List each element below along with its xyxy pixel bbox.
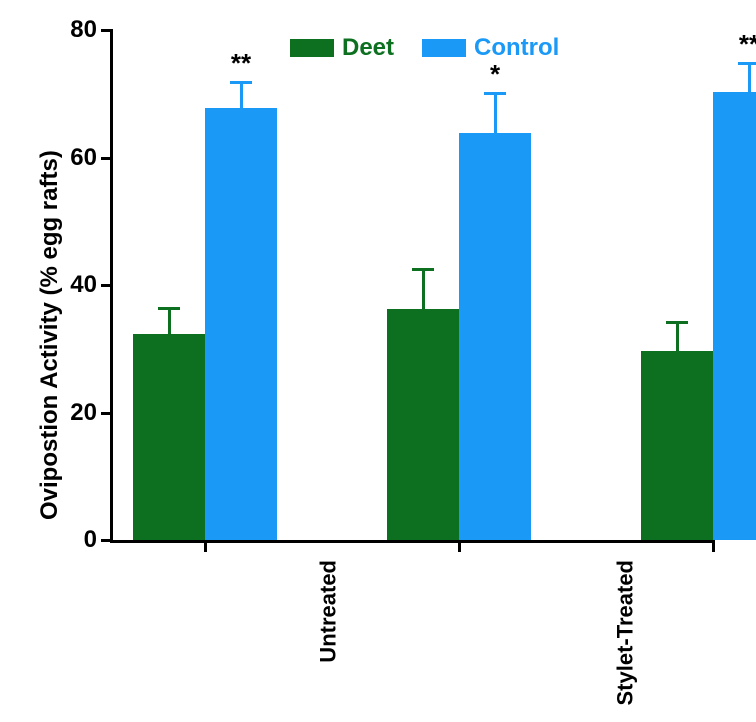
error-cap (230, 81, 252, 84)
legend-label: Deet (342, 34, 394, 62)
error-cap (484, 92, 506, 95)
bar-deet (387, 309, 459, 540)
error-bar (748, 64, 751, 91)
error-bar (494, 94, 497, 134)
x-tick (458, 540, 461, 552)
bar-chart: Ovipostion Activity (% egg rafts) 020406… (0, 0, 756, 722)
plot-area: 020406080**Untreated*Stylet-Treated**Lab… (110, 30, 713, 543)
significance-marker: ** (231, 48, 251, 79)
bar-deet (641, 351, 713, 540)
legend-item: Control (422, 34, 559, 62)
x-tick (204, 540, 207, 552)
bar-control (205, 108, 277, 540)
y-tick-label: 60 (70, 144, 97, 172)
x-tick (712, 540, 715, 552)
y-tick-label: 40 (70, 271, 97, 299)
error-cap (412, 268, 434, 271)
legend: Deet Control (290, 34, 559, 62)
y-tick-label: 20 (70, 399, 97, 427)
legend-swatch (290, 39, 334, 57)
y-tick (101, 539, 113, 542)
error-bar (676, 323, 679, 350)
y-axis-label: Ovipostion Activity (% egg rafts) (36, 150, 64, 520)
y-tick (101, 157, 113, 160)
error-cap (738, 62, 756, 65)
bar-deet (133, 334, 205, 540)
legend-item: Deet (290, 34, 394, 62)
error-bar (168, 309, 171, 334)
x-category-label: Stylet-Treated (613, 560, 639, 706)
error-bar (422, 270, 425, 310)
x-category-label: Untreated (316, 560, 342, 663)
y-tick (101, 284, 113, 287)
error-cap (666, 321, 688, 324)
significance-marker: * (490, 59, 500, 90)
significance-marker: ** (739, 29, 756, 60)
y-tick-label: 80 (70, 16, 97, 44)
legend-swatch (422, 39, 466, 57)
y-tick-label: 0 (84, 526, 97, 554)
error-cap (158, 307, 180, 310)
bar-control (459, 133, 531, 540)
legend-label: Control (474, 34, 559, 62)
bar-control (713, 92, 756, 540)
y-tick (101, 29, 113, 32)
y-tick (101, 412, 113, 415)
error-bar (240, 83, 243, 108)
